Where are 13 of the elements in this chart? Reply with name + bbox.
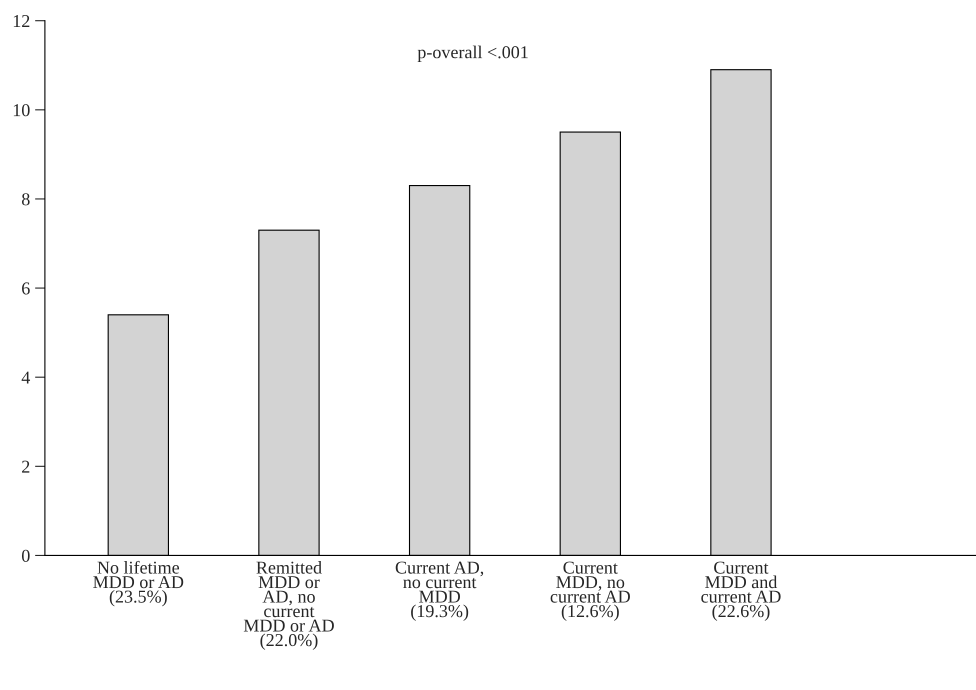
- y-tick-label: 6: [22, 282, 30, 295]
- y-tick-label: 0: [22, 550, 30, 562]
- x-tick-label: Current MDD, no current AD (12.6%): [550, 562, 630, 621]
- y-tick-label: 8: [22, 193, 30, 206]
- y-tick-label: 10: [14, 104, 30, 116]
- x-tick-label: Current MDD and current AD (22.6%): [701, 562, 781, 621]
- y-tick-label: 12: [14, 15, 30, 27]
- x-tick-label: Remitted MDD or AD, no current MDD or AD (22.0%): [244, 561, 334, 650]
- y-tick-label: 2: [22, 460, 30, 473]
- x-tick-label: Current AD, no current MDD (19.3%): [396, 562, 484, 621]
- y-tick-label: 4: [22, 372, 30, 384]
- annotation: p-overall <.001: [418, 46, 528, 62]
- x-tick-label: No lifetime MDD or AD (23.5%): [93, 560, 184, 606]
